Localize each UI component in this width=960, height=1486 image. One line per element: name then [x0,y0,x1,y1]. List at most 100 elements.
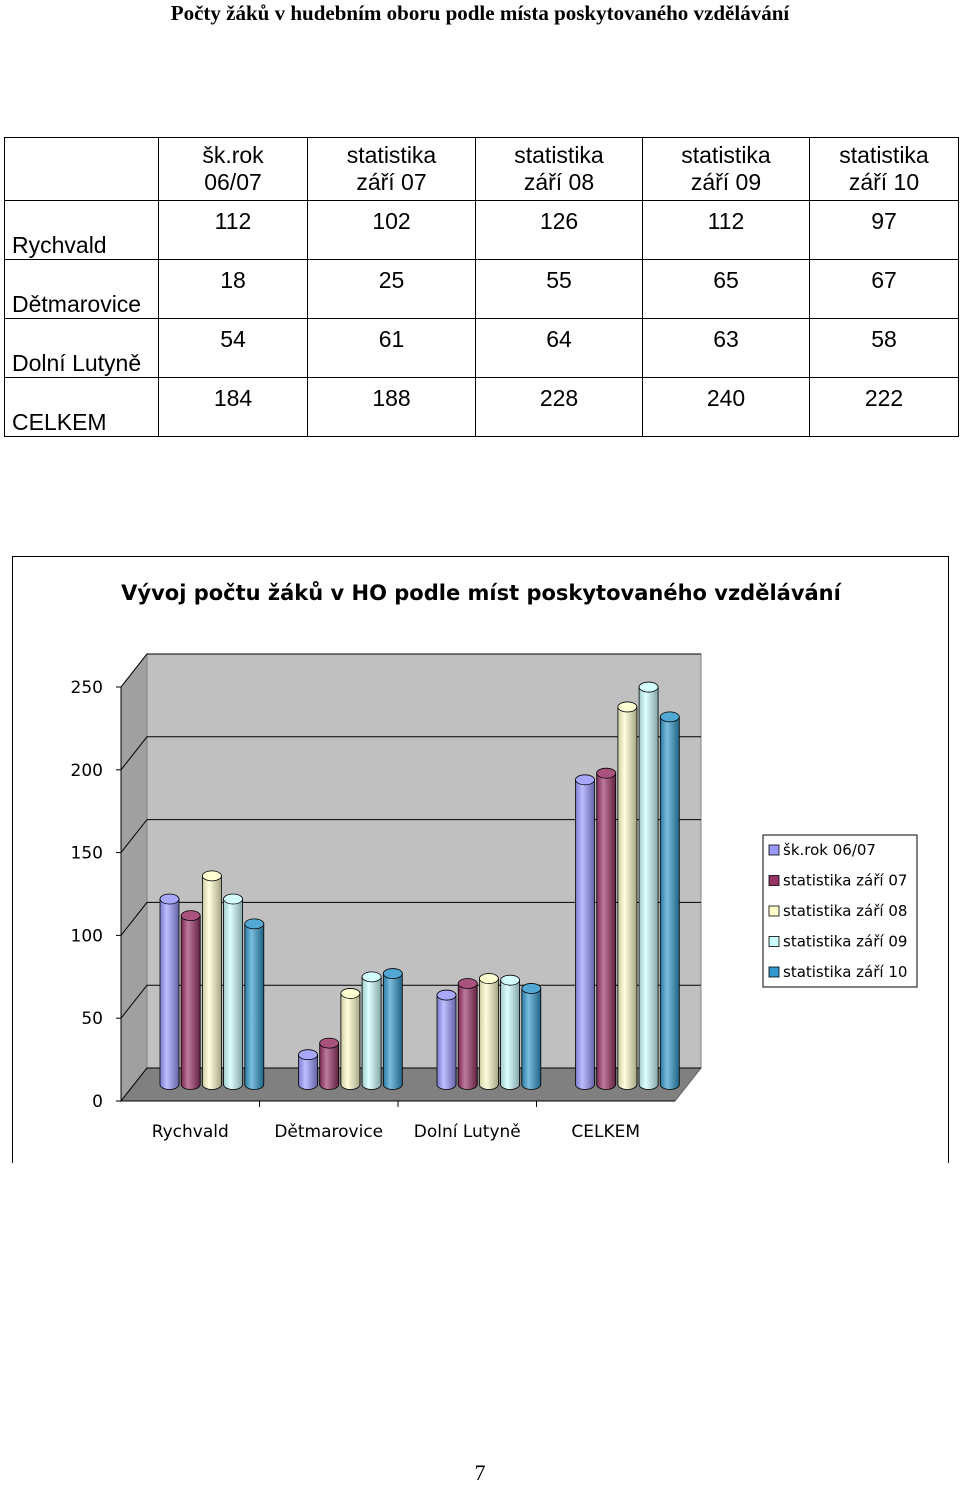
y-tick-label: 250 [71,678,103,698]
bar [180,915,201,1090]
legend-box [762,834,918,988]
table-cell: 188 [307,377,476,437]
bar-top [201,870,222,882]
bar [575,779,595,1090]
bar-top [223,893,244,905]
legend-swatch [768,875,780,886]
y-tick-label: 0 [92,1092,103,1112]
table-cell: 65 [642,259,810,319]
bar-top [596,767,617,779]
legend-item-label: statistika září 10 [783,963,907,981]
bar-top [361,971,382,983]
table-cell: 97 [809,200,959,260]
bar-top [617,701,638,713]
table-row: Dolní Lutyně 54 61 64 63 58 [4,318,959,378]
chart-side-wall [120,652,148,1103]
x-tick-label: CELKEM [571,1122,640,1142]
legend-item-label: statistika září 07 [783,872,907,890]
bar-top [436,989,457,1001]
bar-top [298,1049,318,1061]
legend-swatch [768,905,780,917]
row-label: Dolní Lutyně [4,318,159,378]
y-tick-label: 50 [81,1009,103,1029]
table-cell: 112 [158,200,308,260]
table-cell: 240 [642,377,810,437]
bar [382,973,403,1090]
gridline [120,736,701,771]
y-tick-label: 100 [71,926,103,946]
bar [340,993,361,1090]
table-row: Rychvald 112 102 126 112 97 [4,200,959,260]
bar [500,979,520,1090]
bar [319,1042,340,1090]
bar-top [382,968,403,979]
bar-top [319,1037,340,1049]
page-heading: Počty žáků v hudebním oboru podle místa … [170,1,790,25]
bar [159,898,180,1090]
page-number: 7 [474,1460,486,1485]
row-label: Rychvald [4,200,159,260]
bar [596,772,617,1090]
bar-top [575,774,595,786]
bar [223,898,243,1090]
table-cell: 228 [475,377,643,437]
legend-swatch [768,936,780,947]
x-tick-label: Rychvald [152,1122,229,1142]
bar [298,1054,318,1090]
data-table: šk.rok 06/07 statistika září 07 statistika… [4,137,959,437]
table-row: Dětmarovice 18 25 55 65 67 [4,259,959,319]
table-cell: 126 [475,200,643,260]
chart-title: Vývoj počtu žáků v HO podle míst poskyto… [121,581,842,605]
bar [659,716,680,1090]
bar [521,988,542,1090]
legend-item-label: statistika září 08 [783,902,907,920]
table-header-row: šk.rok 06/07 statistika září 07 statistika… [4,137,959,201]
y-tick-label: 200 [71,761,103,781]
legend-item-label: šk.rok 06/07 [783,841,876,859]
x-tick-label: Dětmarovice [274,1122,383,1142]
bar-top [159,893,180,905]
x-tick-label: Dolní Lutyně [414,1122,521,1142]
gridline [120,653,701,688]
bar-chart: Vývoj počtu žáků v HO podle míst poskyto… [71,581,918,1142]
bar [638,686,659,1090]
table-cell: 184 [158,377,308,437]
table-cell: 67 [809,259,959,319]
column-header: statistika září 08 [475,137,643,201]
row-label: Dětmarovice [4,259,159,319]
bar [244,923,265,1090]
row-label: CELKEM [4,377,159,437]
bar [202,875,222,1090]
bar [436,994,457,1090]
bar-top [180,910,201,921]
bar [617,706,638,1090]
table-cell: 18 [158,259,308,319]
y-tick-label: 150 [71,844,103,864]
bar-top [659,711,680,723]
table-cell: 25 [307,259,476,319]
table-cell: 54 [158,318,308,378]
chart-container: Vývoj počtu žáků v HO podle míst poskyto… [12,556,949,1163]
column-header: statistika září 10 [809,137,959,201]
table-cell: 112 [642,200,810,260]
header-corner-cell [4,137,159,201]
table-cell: 102 [307,200,476,260]
table-cell: 55 [475,259,643,319]
column-header: šk.rok 06/07 [158,137,308,201]
table-cell: 58 [809,318,959,378]
bar [457,983,478,1090]
table-cell: 64 [475,318,643,378]
gridline [120,901,701,936]
bar-top [500,974,521,986]
gridline [120,819,701,853]
bar-top [638,681,659,693]
bar-top [244,918,265,930]
column-header: statistika září 07 [307,137,476,201]
legend-swatch [768,966,780,978]
table-cell: 222 [809,377,959,437]
legend-swatch [768,844,780,856]
table-cell: 63 [642,318,810,378]
bar [361,976,382,1090]
column-header: statistika září 09 [642,137,810,201]
table-cell: 61 [307,318,476,378]
